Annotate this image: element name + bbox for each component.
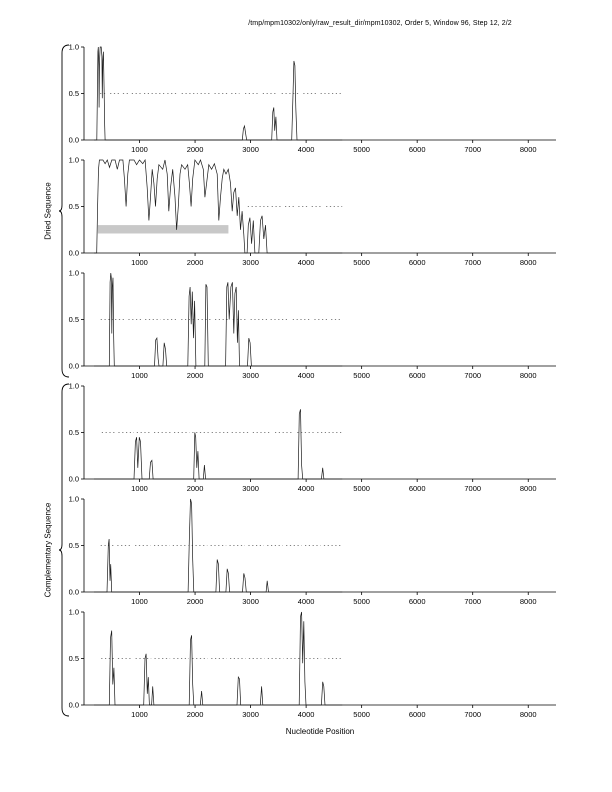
panel-complementary-sequence-2: 0.0 0.5 1.0 1000 2000 3000 4000 5000 6000 7000 800…: [69, 495, 556, 606]
svg-text:4000: 4000: [298, 597, 315, 606]
svg-text:0.0: 0.0: [69, 362, 79, 371]
svg-text:0.0: 0.0: [69, 136, 79, 145]
svg-text:4000: 4000: [298, 371, 315, 380]
svg-text:3000: 3000: [242, 371, 259, 380]
svg-text:5000: 5000: [353, 597, 370, 606]
svg-text:2000: 2000: [187, 145, 204, 154]
svg-text:2000: 2000: [187, 371, 204, 380]
svg-text:7000: 7000: [464, 371, 481, 380]
svg-text:1000: 1000: [131, 597, 148, 606]
svg-text:0.5: 0.5: [69, 541, 79, 550]
svg-text:1.0: 1.0: [69, 495, 79, 504]
svg-text:5000: 5000: [353, 258, 370, 267]
svg-text:1.0: 1.0: [69, 269, 79, 278]
svg-text:1.0: 1.0: [69, 156, 79, 165]
svg-text:0.5: 0.5: [69, 428, 79, 437]
group-label-dried-sequence: Dried Sequence: [43, 182, 53, 240]
svg-text:0.0: 0.0: [69, 588, 79, 597]
x-axis-label: Nucleotide Position: [285, 727, 355, 736]
svg-text:0.5: 0.5: [69, 315, 79, 324]
svg-text:8000: 8000: [520, 258, 537, 267]
svg-text:0.5: 0.5: [69, 202, 79, 211]
svg-text:7000: 7000: [464, 484, 481, 493]
svg-text:1.0: 1.0: [69, 43, 79, 52]
svg-text:6000: 6000: [409, 258, 426, 267]
svg-text:1.0: 1.0: [69, 608, 79, 617]
svg-text:0.0: 0.0: [69, 249, 79, 258]
svg-text:3000: 3000: [242, 597, 259, 606]
svg-text:2000: 2000: [187, 258, 204, 267]
svg-text:8000: 8000: [520, 484, 537, 493]
chart-area: 0.0 0.5 1.0 1000 2000 3000 4000 5000 6000 7000 800…: [52, 42, 572, 720]
svg-text:3000: 3000: [242, 484, 259, 493]
svg-text:4000: 4000: [298, 484, 315, 493]
svg-text:8000: 8000: [520, 597, 537, 606]
svg-text:5000: 5000: [353, 484, 370, 493]
dried-sequence-brace: [58, 44, 70, 378]
svg-text:8000: 8000: [520, 710, 537, 719]
svg-text:0.5: 0.5: [69, 654, 79, 663]
svg-text:4000: 4000: [298, 710, 315, 719]
svg-text:3000: 3000: [242, 710, 259, 719]
svg-text:8000: 8000: [520, 145, 537, 154]
svg-text:0.0: 0.0: [69, 475, 79, 484]
svg-text:5000: 5000: [353, 710, 370, 719]
complementary-sequence-brace: [58, 383, 70, 717]
svg-text:5000: 5000: [353, 371, 370, 380]
svg-text:2000: 2000: [187, 597, 204, 606]
svg-text:7000: 7000: [464, 597, 481, 606]
svg-text:5000: 5000: [353, 145, 370, 154]
svg-text:1000: 1000: [131, 484, 148, 493]
panel-complementary-sequence-1: 0.0 0.5 1.0 1000 2000 3000 4000 5000 6000 7000 800…: [69, 382, 556, 493]
svg-text:4000: 4000: [298, 145, 315, 154]
svg-text:6000: 6000: [409, 484, 426, 493]
group-label-complementary-sequence: Complementary Sequence: [43, 502, 53, 598]
svg-text:0.5: 0.5: [69, 89, 79, 98]
svg-text:6000: 6000: [409, 597, 426, 606]
svg-text:2000: 2000: [187, 484, 204, 493]
svg-text:3000: 3000: [242, 258, 259, 267]
svg-text:6000: 6000: [409, 145, 426, 154]
svg-text:2000: 2000: [187, 710, 204, 719]
svg-text:7000: 7000: [464, 145, 481, 154]
svg-text:6000: 6000: [409, 710, 426, 719]
svg-text:0.0: 0.0: [69, 701, 79, 710]
panel-dried-sequence-1: 0.0 0.5 1.0 1000 2000 3000 4000 5000 6000 7000 800…: [69, 43, 556, 154]
panel-dried-sequence-2: 0.0 0.5 1.0 1000 2000 3000 4000 5000 6000 7000 800…: [69, 156, 556, 267]
svg-text:1000: 1000: [131, 710, 148, 719]
svg-text:1000: 1000: [131, 145, 148, 154]
svg-text:4000: 4000: [298, 258, 315, 267]
panel-dried-sequence-3: 0.0 0.5 1.0 1000 2000 3000 4000 5000 6000 7000 800…: [69, 269, 556, 380]
svg-text:8000: 8000: [520, 371, 537, 380]
panel-complementary-sequence-3: 0.0 0.5 1.0 1000 2000 3000 4000 5000 6000 7000 800…: [69, 608, 556, 719]
svg-text:1.0: 1.0: [69, 382, 79, 391]
svg-text:1000: 1000: [131, 258, 148, 267]
svg-text:7000: 7000: [464, 258, 481, 267]
plot-title: /tmp/mpm10302/only/raw_result_dir/mpm103…: [248, 20, 512, 27]
svg-text:6000: 6000: [409, 371, 426, 380]
svg-text:7000: 7000: [464, 710, 481, 719]
svg-text:3000: 3000: [242, 145, 259, 154]
svg-text:1000: 1000: [131, 371, 148, 380]
